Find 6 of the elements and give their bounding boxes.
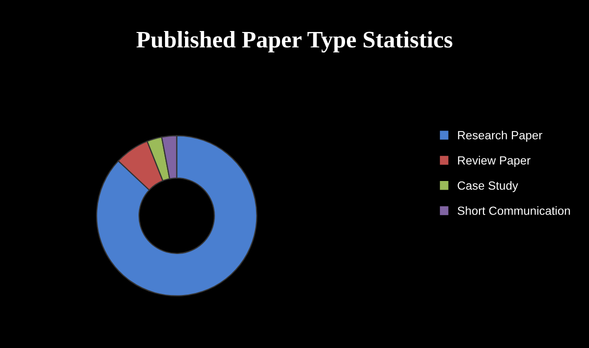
donut-slice (96, 135, 258, 296)
chart-title: Published Paper Type Statistics (136, 31, 452, 52)
legend-label: Research Paper (458, 130, 542, 142)
legend-label: Review Paper (458, 156, 530, 167)
legend-label: Short Communication (458, 206, 570, 215)
legend-label: Case Study (458, 181, 518, 192)
